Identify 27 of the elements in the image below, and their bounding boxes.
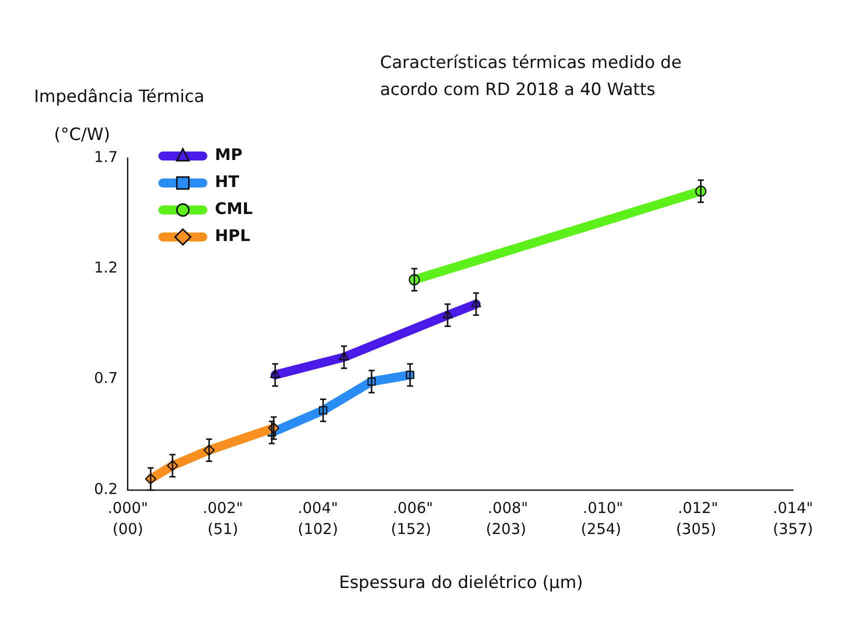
x-tick-label: .002"	[202, 498, 244, 517]
x-tick-label: .006"	[392, 498, 434, 517]
x-tick-label: .000"	[108, 498, 148, 517]
legend-label: HPL	[214, 226, 250, 246]
x2-tick-label: (00)	[112, 520, 144, 538]
x-tick-label: .004"	[298, 498, 338, 517]
x2-tick-label: (51)	[207, 520, 238, 538]
x-tick-label: .010"	[582, 498, 624, 517]
x-axis-title: Espessura do dielétrico (µm)	[338, 572, 584, 595]
legend-label: CML	[214, 199, 253, 218]
y-tick-label: 1.2	[94, 258, 118, 277]
legend-label: HT	[214, 172, 240, 192]
x2-tick-label: (305)	[676, 520, 716, 538]
legend-label: MP	[214, 145, 243, 164]
x2-tick-label: (152)	[390, 520, 432, 538]
y-tick-label: 0.2	[94, 480, 118, 498]
chart-title: Características térmicas medido de acordo com RD 2018 a 40 Watts	[380, 52, 682, 102]
x-tick-label: .014"	[772, 498, 814, 517]
y-tick-label: 0.7	[94, 369, 118, 388]
x2-tick-label: (357)	[772, 520, 814, 538]
y-axis-title: Impedância Térmica (°C/W)	[34, 86, 204, 145]
x2-tick-label: (254)	[580, 520, 622, 538]
x-tick-label: .008"	[488, 498, 528, 517]
x-tick-label: .012"	[678, 498, 718, 517]
x2-tick-label: (203)	[486, 520, 526, 538]
y-tick-label: 1.7	[94, 148, 118, 166]
x2-tick-label: (102)	[298, 520, 338, 538]
